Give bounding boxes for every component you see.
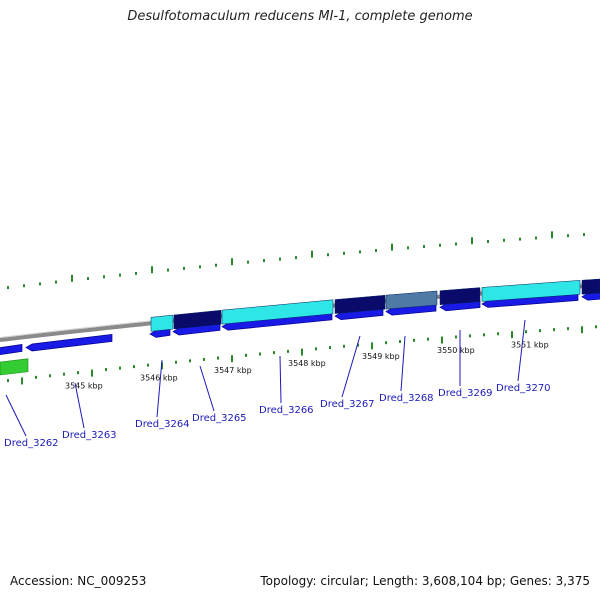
reverse-gene-block	[439, 287, 481, 306]
gene-label-connector	[156, 359, 163, 418]
reverse-gene-block	[385, 290, 438, 310]
reverse-gene-block	[173, 309, 222, 330]
kbp-scale-label: 3547 kbp	[214, 366, 252, 375]
gene-label-connector	[199, 365, 215, 412]
kbp-scale-label: 3551 kbp	[511, 340, 549, 349]
gene-name-label: Dred_3269	[438, 388, 493, 399]
gene-label-connector	[74, 382, 85, 429]
gene-label-connector	[5, 394, 27, 437]
gene-name-label: Dred_3263	[62, 430, 117, 441]
accession-text: Accession: NC_009253	[10, 574, 147, 588]
gene-name-label: Dred_3265	[192, 413, 247, 424]
kbp-scale-label: 3546 kbp	[140, 373, 178, 382]
map-title: Desulfotomaculum reducens MI-1, complete…	[127, 9, 473, 24]
gene-name-label: Dred_3262	[4, 438, 59, 449]
kbp-scale-label: 3549 kbp	[362, 352, 400, 361]
forward-gene-arrow	[25, 334, 113, 352]
gene-name-label: Dred_3267	[320, 399, 375, 410]
gene-name-label: Dred_3270	[496, 383, 551, 394]
topology-stats-text: Topology: circular; Length: 3,608,104 bp…	[260, 574, 590, 588]
kbp-scale-label: 3550 kbp	[437, 346, 475, 355]
gene-label-connector	[517, 319, 526, 382]
gene-name-label: Dred_3264	[135, 419, 190, 430]
gene-name-label: Dred_3268	[379, 393, 434, 404]
reverse-gene-block	[581, 278, 600, 295]
gene-name-label: Dred_3266	[259, 405, 314, 416]
green-gene-block	[0, 358, 29, 376]
reverse-gene-block	[481, 280, 581, 302]
reverse-gene-block	[334, 294, 386, 314]
reverse-gene-block	[221, 299, 334, 325]
gene-label-connector	[341, 335, 361, 398]
gene-label-connector	[400, 335, 406, 392]
gene-label-connector	[279, 355, 282, 404]
forward-gene-arrow	[0, 344, 23, 355]
kbp-scale-label: 3548 kbp	[288, 359, 326, 368]
kbp-scale-label: 3545 kbp	[65, 382, 103, 391]
reverse-gene-block	[150, 314, 174, 332]
